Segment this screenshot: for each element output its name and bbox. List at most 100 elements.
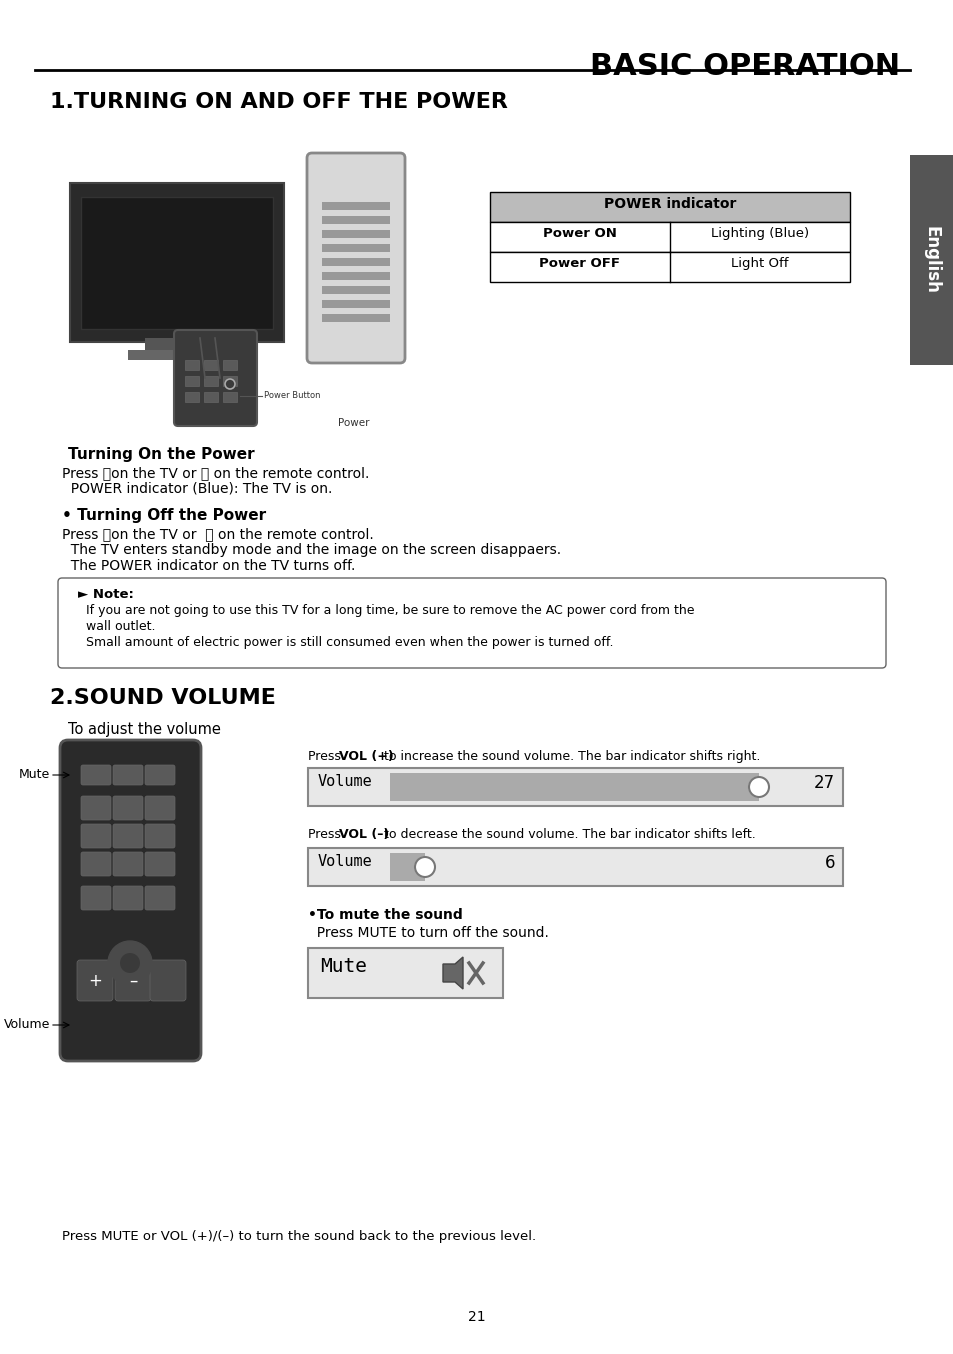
Text: The POWER indicator on the TV turns off.: The POWER indicator on the TV turns off. xyxy=(62,559,355,573)
FancyBboxPatch shape xyxy=(81,196,273,329)
FancyBboxPatch shape xyxy=(145,852,174,876)
Text: wall outlet.: wall outlet. xyxy=(78,620,155,634)
Circle shape xyxy=(225,379,234,389)
FancyBboxPatch shape xyxy=(112,765,143,785)
Circle shape xyxy=(748,777,768,798)
Bar xyxy=(490,252,849,282)
Text: 21: 21 xyxy=(468,1311,485,1324)
Bar xyxy=(223,376,236,386)
FancyBboxPatch shape xyxy=(58,578,885,668)
Text: Volume: Volume xyxy=(317,774,373,789)
Bar xyxy=(322,286,390,294)
Text: Power Button: Power Button xyxy=(264,391,320,401)
Bar xyxy=(204,393,218,402)
Bar xyxy=(204,360,218,370)
FancyBboxPatch shape xyxy=(145,765,174,785)
Bar xyxy=(128,349,240,360)
Text: POWER indicator: POWER indicator xyxy=(603,196,736,211)
Text: The TV enters standby mode and the image on the screen disappaers.: The TV enters standby mode and the image… xyxy=(62,543,560,556)
FancyBboxPatch shape xyxy=(81,852,111,876)
FancyBboxPatch shape xyxy=(145,796,174,821)
Text: Volume: Volume xyxy=(4,1018,50,1032)
Bar xyxy=(322,272,390,280)
Bar xyxy=(322,314,390,322)
FancyBboxPatch shape xyxy=(60,741,201,1062)
Bar xyxy=(204,376,218,386)
Bar xyxy=(322,202,390,210)
Text: Lighting (Blue): Lighting (Blue) xyxy=(710,227,808,240)
Text: English: English xyxy=(923,226,940,294)
FancyBboxPatch shape xyxy=(145,886,174,910)
Bar xyxy=(322,301,390,307)
FancyBboxPatch shape xyxy=(81,886,111,910)
Circle shape xyxy=(120,953,140,974)
Bar xyxy=(390,853,424,881)
Bar xyxy=(145,338,225,349)
Text: VOL (+): VOL (+) xyxy=(339,750,394,764)
Text: Press: Press xyxy=(308,750,345,764)
Text: +: + xyxy=(88,972,102,990)
Text: •To mute the sound: •To mute the sound xyxy=(308,909,462,922)
Text: Mute: Mute xyxy=(19,769,50,781)
Text: POWER indicator (Blue): The TV is on.: POWER indicator (Blue): The TV is on. xyxy=(62,482,332,496)
Text: 6: 6 xyxy=(823,854,834,872)
Text: Mute: Mute xyxy=(319,957,367,976)
Circle shape xyxy=(108,941,152,984)
Bar xyxy=(308,768,842,806)
FancyBboxPatch shape xyxy=(150,960,186,1001)
FancyBboxPatch shape xyxy=(81,765,111,785)
Text: Press ⓧon the TV or ⓧ on the remote control.: Press ⓧon the TV or ⓧ on the remote cont… xyxy=(62,466,369,481)
Text: Light Off: Light Off xyxy=(731,257,788,269)
FancyBboxPatch shape xyxy=(115,960,151,1001)
Text: 27: 27 xyxy=(813,774,834,792)
Text: Press MUTE or VOL (+)/(–) to turn the sound back to the previous level.: Press MUTE or VOL (+)/(–) to turn the so… xyxy=(62,1229,536,1243)
Text: 1.TURNING ON AND OFF THE POWER: 1.TURNING ON AND OFF THE POWER xyxy=(50,92,507,112)
Text: VOL (–): VOL (–) xyxy=(339,829,389,841)
Text: • Turning Off the Power: • Turning Off the Power xyxy=(62,508,266,523)
FancyBboxPatch shape xyxy=(173,330,256,427)
FancyBboxPatch shape xyxy=(112,886,143,910)
FancyBboxPatch shape xyxy=(77,960,112,1001)
Text: Power OFF: Power OFF xyxy=(539,257,619,269)
Bar xyxy=(322,259,390,265)
Bar xyxy=(308,848,842,886)
Bar xyxy=(490,222,849,252)
Bar xyxy=(322,230,390,238)
Bar xyxy=(490,192,849,222)
Bar xyxy=(390,773,759,802)
Bar xyxy=(185,360,199,370)
Circle shape xyxy=(415,857,435,877)
Bar xyxy=(223,393,236,402)
Bar xyxy=(308,948,502,998)
Text: To adjust the volume: To adjust the volume xyxy=(68,722,221,737)
FancyBboxPatch shape xyxy=(112,796,143,821)
Text: 2.SOUND VOLUME: 2.SOUND VOLUME xyxy=(50,688,275,708)
Text: Small amount of electric power is still consumed even when the power is turned o: Small amount of electric power is still … xyxy=(78,636,613,649)
Text: Power ON: Power ON xyxy=(542,227,617,240)
FancyBboxPatch shape xyxy=(112,852,143,876)
Text: Press: Press xyxy=(308,829,345,841)
Text: to decrease the sound volume. The bar indicator shifts left.: to decrease the sound volume. The bar in… xyxy=(379,829,755,841)
Bar xyxy=(322,244,390,252)
FancyBboxPatch shape xyxy=(81,825,111,848)
Bar xyxy=(322,217,390,223)
FancyBboxPatch shape xyxy=(307,153,405,363)
Bar xyxy=(185,376,199,386)
Text: Volume: Volume xyxy=(317,854,373,869)
Text: Power: Power xyxy=(338,418,370,428)
Text: Press MUTE to turn off the sound.: Press MUTE to turn off the sound. xyxy=(308,926,548,940)
Text: If you are not going to use this TV for a long time, be sure to remove the AC po: If you are not going to use this TV for … xyxy=(78,604,694,617)
Text: Press ⓧon the TV or  ⓧ on the remote control.: Press ⓧon the TV or ⓧ on the remote cont… xyxy=(62,527,374,542)
Text: –: – xyxy=(129,972,137,990)
Text: Turning On the Power: Turning On the Power xyxy=(68,447,254,462)
Text: BASIC OPERATION: BASIC OPERATION xyxy=(589,51,899,81)
FancyBboxPatch shape xyxy=(81,796,111,821)
FancyBboxPatch shape xyxy=(70,183,284,343)
FancyBboxPatch shape xyxy=(145,825,174,848)
FancyBboxPatch shape xyxy=(112,825,143,848)
Bar xyxy=(223,360,236,370)
FancyBboxPatch shape xyxy=(909,154,953,366)
Polygon shape xyxy=(442,957,462,988)
Bar xyxy=(185,393,199,402)
Text: ► Note:: ► Note: xyxy=(78,588,133,601)
